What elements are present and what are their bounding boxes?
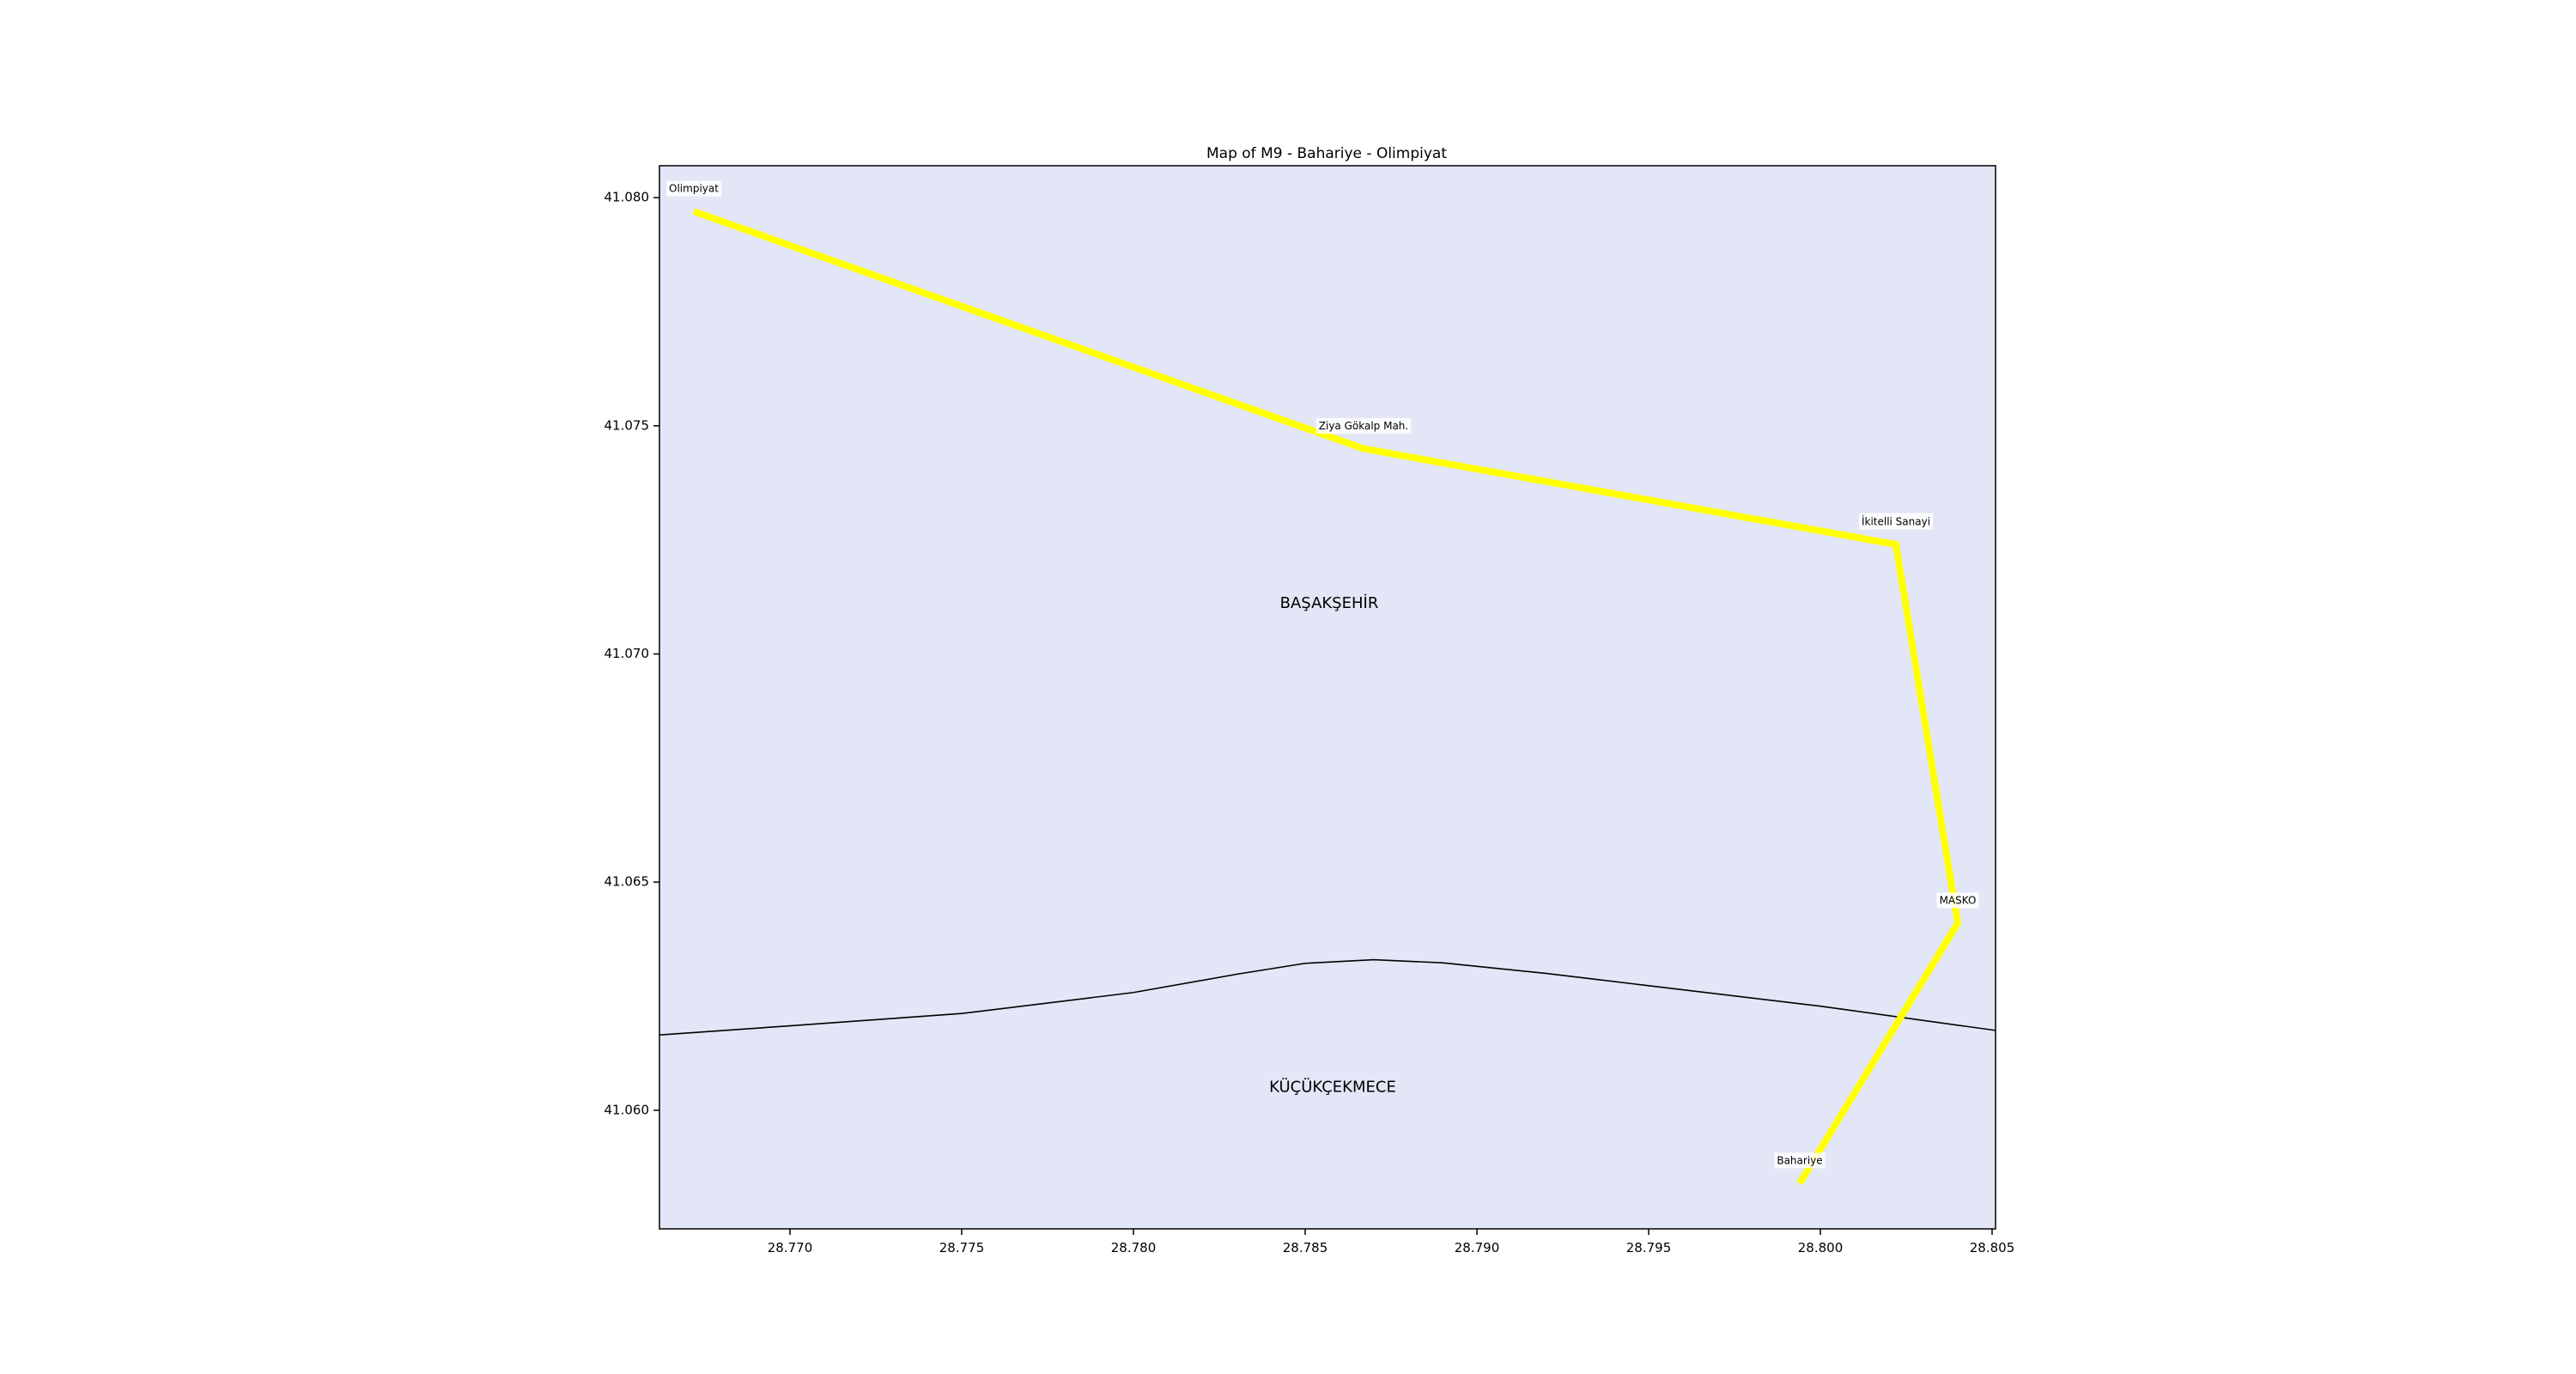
station-label-box (1774, 1152, 1826, 1169)
station-label-box (666, 180, 722, 197)
y-tick-label: 41.060 (605, 1102, 650, 1117)
x-tick-label: 28.775 (939, 1240, 985, 1255)
y-tick-label: 41.080 (605, 190, 650, 205)
station-marker: MASKO (1936, 892, 1979, 909)
station-label-box (1936, 892, 1979, 909)
station-label: İkitelli Sanayi (1862, 515, 1930, 528)
station-marker: Olimpiyat (666, 180, 722, 197)
district-label: BAŞAKŞEHİR (1280, 594, 1379, 612)
x-tick-label: 28.780 (1111, 1240, 1157, 1255)
y-axis: 41.060 41.065 41.070 41.075 41.080 (605, 190, 659, 1117)
station-label-box (1315, 417, 1412, 434)
x-tick-label: 28.790 (1455, 1240, 1500, 1255)
y-tick-label: 41.070 (605, 646, 650, 661)
x-tick-label: 28.795 (1626, 1240, 1672, 1255)
district-label: KÜÇÜKÇEKMECE (1269, 1077, 1396, 1096)
x-tick-label: 28.800 (1798, 1240, 1844, 1255)
station-label: Olimpiyat (669, 183, 719, 195)
station-label-box (1858, 513, 1934, 530)
station-label: Ziya Gökalp Mah. (1319, 420, 1408, 432)
x-axis: 28.770 28.775 28.780 28.785 28.790 28.795 28.8… (768, 1229, 2015, 1255)
district-boundary-line (659, 958, 1996, 1036)
station-marker: Bahariye (1774, 1152, 1826, 1169)
x-tick-label: 28.770 (768, 1240, 813, 1255)
station-label: Bahariye (1777, 1154, 1822, 1166)
plot-frame (659, 165, 1996, 1230)
station-marker: Ziya Gökalp Mah. (1315, 417, 1412, 434)
route-line-m9 (692, 208, 1962, 1185)
y-tick-label: 41.065 (605, 874, 650, 890)
plot-area (659, 166, 1996, 1229)
station-marker: İkitelli Sanayi (1858, 513, 1934, 530)
station-label: MASKO (1940, 895, 1977, 907)
x-tick-label: 28.805 (1970, 1240, 2015, 1255)
map-title: Map of M9 - Bahariye - Olimpiyat (1206, 145, 1447, 162)
y-tick-label: 41.075 (605, 417, 650, 433)
x-tick-label: 28.785 (1283, 1240, 1328, 1255)
